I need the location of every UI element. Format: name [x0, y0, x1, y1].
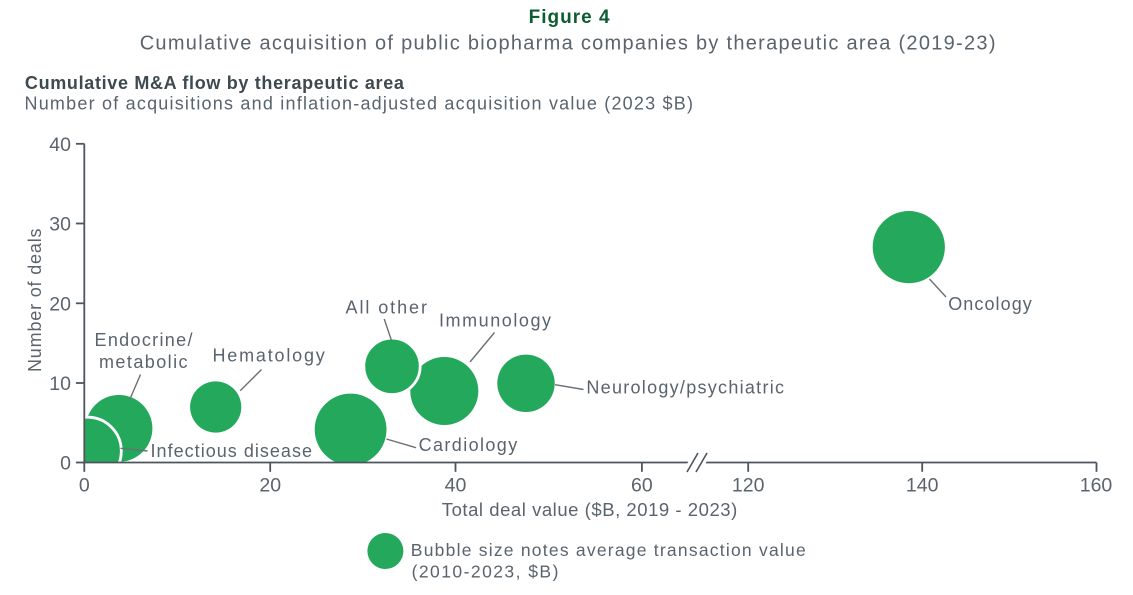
svg-text:40: 40 — [445, 474, 467, 496]
svg-text:Cumulative M&A flow by therape: Cumulative M&A flow by therapeutic area — [25, 73, 405, 93]
svg-text:(2010-2023, $B): (2010-2023, $B) — [412, 561, 559, 581]
svg-text:120: 120 — [732, 474, 765, 496]
svg-text:20: 20 — [49, 293, 71, 315]
svg-text:60: 60 — [631, 474, 653, 496]
svg-text:Oncology: Oncology — [948, 294, 1032, 314]
svg-text:20: 20 — [259, 474, 281, 496]
svg-text:Cardiology: Cardiology — [419, 435, 518, 455]
svg-text:Immunology: Immunology — [439, 311, 551, 331]
svg-text:0: 0 — [79, 474, 90, 496]
svg-text:Endocrine/: Endocrine/ — [95, 330, 193, 350]
svg-text:metabolic: metabolic — [99, 352, 188, 372]
svg-text:140: 140 — [906, 474, 939, 496]
svg-text:40: 40 — [49, 134, 71, 156]
svg-text:Total deal value ($B, 2019 - 2: Total deal value ($B, 2019 - 2023) — [442, 499, 738, 520]
svg-text:Number of deals: Number of deals — [25, 229, 45, 373]
svg-text:Cumulative acquisition of publ: Cumulative acquisition of public biophar… — [140, 33, 996, 55]
svg-text:0: 0 — [60, 453, 71, 475]
svg-text:Bubble size notes average tran: Bubble size notes average transaction va… — [411, 540, 806, 560]
svg-text:Number of acquisitions and inf: Number of acquisitions and inflation-adj… — [25, 94, 693, 114]
svg-text:Figure 4: Figure 4 — [529, 7, 610, 28]
svg-text:All other: All other — [346, 298, 428, 318]
svg-text:Infectious disease: Infectious disease — [151, 441, 313, 461]
svg-text:Hematology: Hematology — [213, 346, 325, 366]
svg-text:10: 10 — [49, 373, 71, 395]
svg-text:160: 160 — [1080, 474, 1113, 496]
svg-text:30: 30 — [49, 214, 71, 236]
